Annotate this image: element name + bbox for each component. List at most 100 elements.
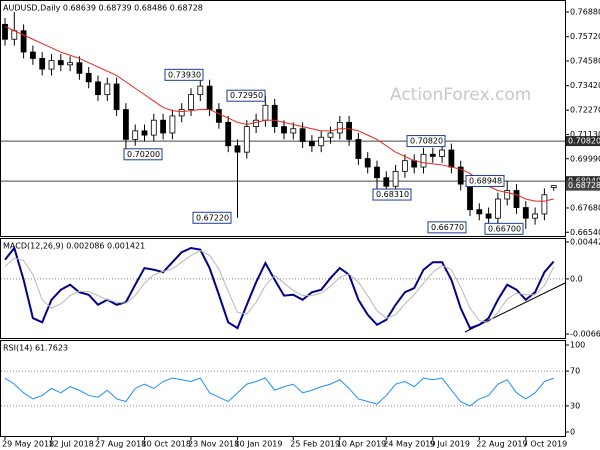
candle-body — [48, 60, 55, 70]
panel-frame — [0, 238, 566, 339]
y-tick-label: 0.004423 — [570, 237, 600, 246]
x-tick-label: 9 Jul 2019 — [430, 440, 470, 449]
annotation-label: 0.70820 — [410, 137, 443, 146]
annotation-label: 0.68948 — [469, 176, 502, 185]
y-tick-label: 0.73420 — [570, 81, 600, 90]
annotation-label: 0.72950 — [230, 91, 263, 100]
y-tick-label: 100 — [570, 340, 585, 349]
indicator-line — [4, 377, 554, 407]
price-tag — [566, 180, 600, 191]
candle-body — [429, 153, 436, 157]
candle-body — [57, 60, 64, 66]
y-tick-label: 70 — [570, 367, 580, 376]
candle-body — [364, 158, 371, 168]
candle-body — [541, 194, 548, 215]
x-tick-label: 29 May 2018 — [2, 440, 54, 449]
candle-body — [95, 81, 101, 96]
candle-body — [374, 166, 380, 179]
candle-body — [355, 138, 362, 159]
level-label: 0.70820 — [568, 137, 600, 146]
candle-body — [253, 119, 260, 127]
candle-body — [392, 170, 399, 187]
x-tick-label: 10 Apr 2019 — [337, 440, 386, 449]
x-tick-label: 12 Jul 2018 — [49, 440, 94, 449]
x-tick-label: 22 Aug 2019 — [476, 440, 527, 449]
candle-body — [318, 136, 325, 147]
candle-body — [225, 121, 232, 147]
annotation-box — [484, 222, 524, 235]
candle-body — [2, 23, 8, 40]
candle-body — [20, 30, 27, 53]
y-tick-label: 0.72270 — [570, 106, 600, 115]
x-tick-label: 10 Oct 2018 — [142, 440, 191, 449]
indicator-line — [4, 245, 555, 330]
panel-title: AUDUSD,Daily 0.68639 0.68739 0.68486 0.6… — [3, 4, 203, 13]
annotation-box — [465, 174, 505, 187]
annotation-box — [406, 135, 446, 148]
y-tick-label: 0.0 — [570, 274, 583, 283]
candle-body — [29, 51, 36, 59]
candle-body — [234, 145, 241, 153]
candle-body — [281, 126, 287, 134]
candle-body — [420, 153, 427, 168]
annotation-box — [123, 148, 163, 161]
y-tick-label: 0.69990 — [570, 154, 600, 163]
candle-body — [327, 132, 334, 138]
annotation-label: 0.67220 — [196, 213, 229, 222]
candle-body — [206, 85, 213, 110]
annotation-box — [164, 68, 204, 81]
candle-body — [494, 198, 501, 219]
candle-body — [522, 207, 529, 219]
candle-body — [476, 209, 483, 215]
x-tick-label: 10 Jan 2019 — [235, 440, 283, 449]
candle-body — [169, 115, 176, 134]
panel-title: MACD(12,26,9) 0.002086 0.001421 — [3, 242, 145, 251]
x-tick-label: 23 Nov 2018 — [188, 440, 239, 449]
candle-body — [178, 109, 185, 117]
candle-body — [39, 58, 46, 70]
candle-body — [290, 128, 297, 134]
candle-body — [532, 213, 538, 219]
panel-frame — [0, 340, 566, 437]
price-label: 0.68728 — [568, 181, 600, 190]
y-tick-label: 30 — [570, 401, 580, 410]
candle-body — [336, 121, 343, 134]
level-tag — [566, 136, 600, 147]
annotation-box — [192, 211, 232, 224]
candle-body — [308, 141, 315, 147]
indicator-line — [4, 249, 555, 323]
annotation-box — [372, 188, 412, 201]
y-tick-label: 0.66540 — [570, 228, 600, 237]
y-tick-label: 0 — [570, 427, 575, 436]
candle-body — [550, 185, 557, 188]
annotation-label: 0.66700 — [488, 224, 521, 233]
moving-average — [4, 26, 554, 202]
candle-body — [271, 104, 278, 127]
watermark: ActionForex.com — [390, 85, 531, 105]
annotation-label: 0.70200 — [127, 150, 160, 159]
panel-frame — [0, 0, 566, 237]
annotation-box — [226, 89, 266, 102]
candle-body — [123, 109, 129, 140]
candle-body — [504, 190, 511, 200]
annotation-box — [427, 221, 467, 234]
annotation-label: 0.68310 — [376, 190, 409, 199]
y-tick-label: 0.76880 — [570, 7, 600, 16]
y-tick-label: 0.71130 — [570, 130, 600, 139]
x-tick-label: 7 Oct 2019 — [523, 440, 567, 449]
y-tick-label: 0.75720 — [570, 32, 600, 41]
candle-body — [160, 119, 167, 134]
x-tick-label: 27 Aug 2018 — [95, 440, 146, 449]
candle-body — [467, 183, 473, 211]
candle-body — [132, 130, 139, 140]
y-tick-label: 0.67680 — [570, 203, 600, 212]
x-tick-label: 24 May 2019 — [383, 440, 435, 449]
candle-body — [401, 160, 408, 172]
candle-body — [485, 213, 492, 219]
annotation-label: 0.73930 — [168, 70, 201, 79]
candle-body — [215, 109, 222, 123]
y-tick-label: 0.74580 — [570, 56, 600, 65]
candle-body — [457, 166, 464, 185]
candle-body — [513, 190, 520, 208]
